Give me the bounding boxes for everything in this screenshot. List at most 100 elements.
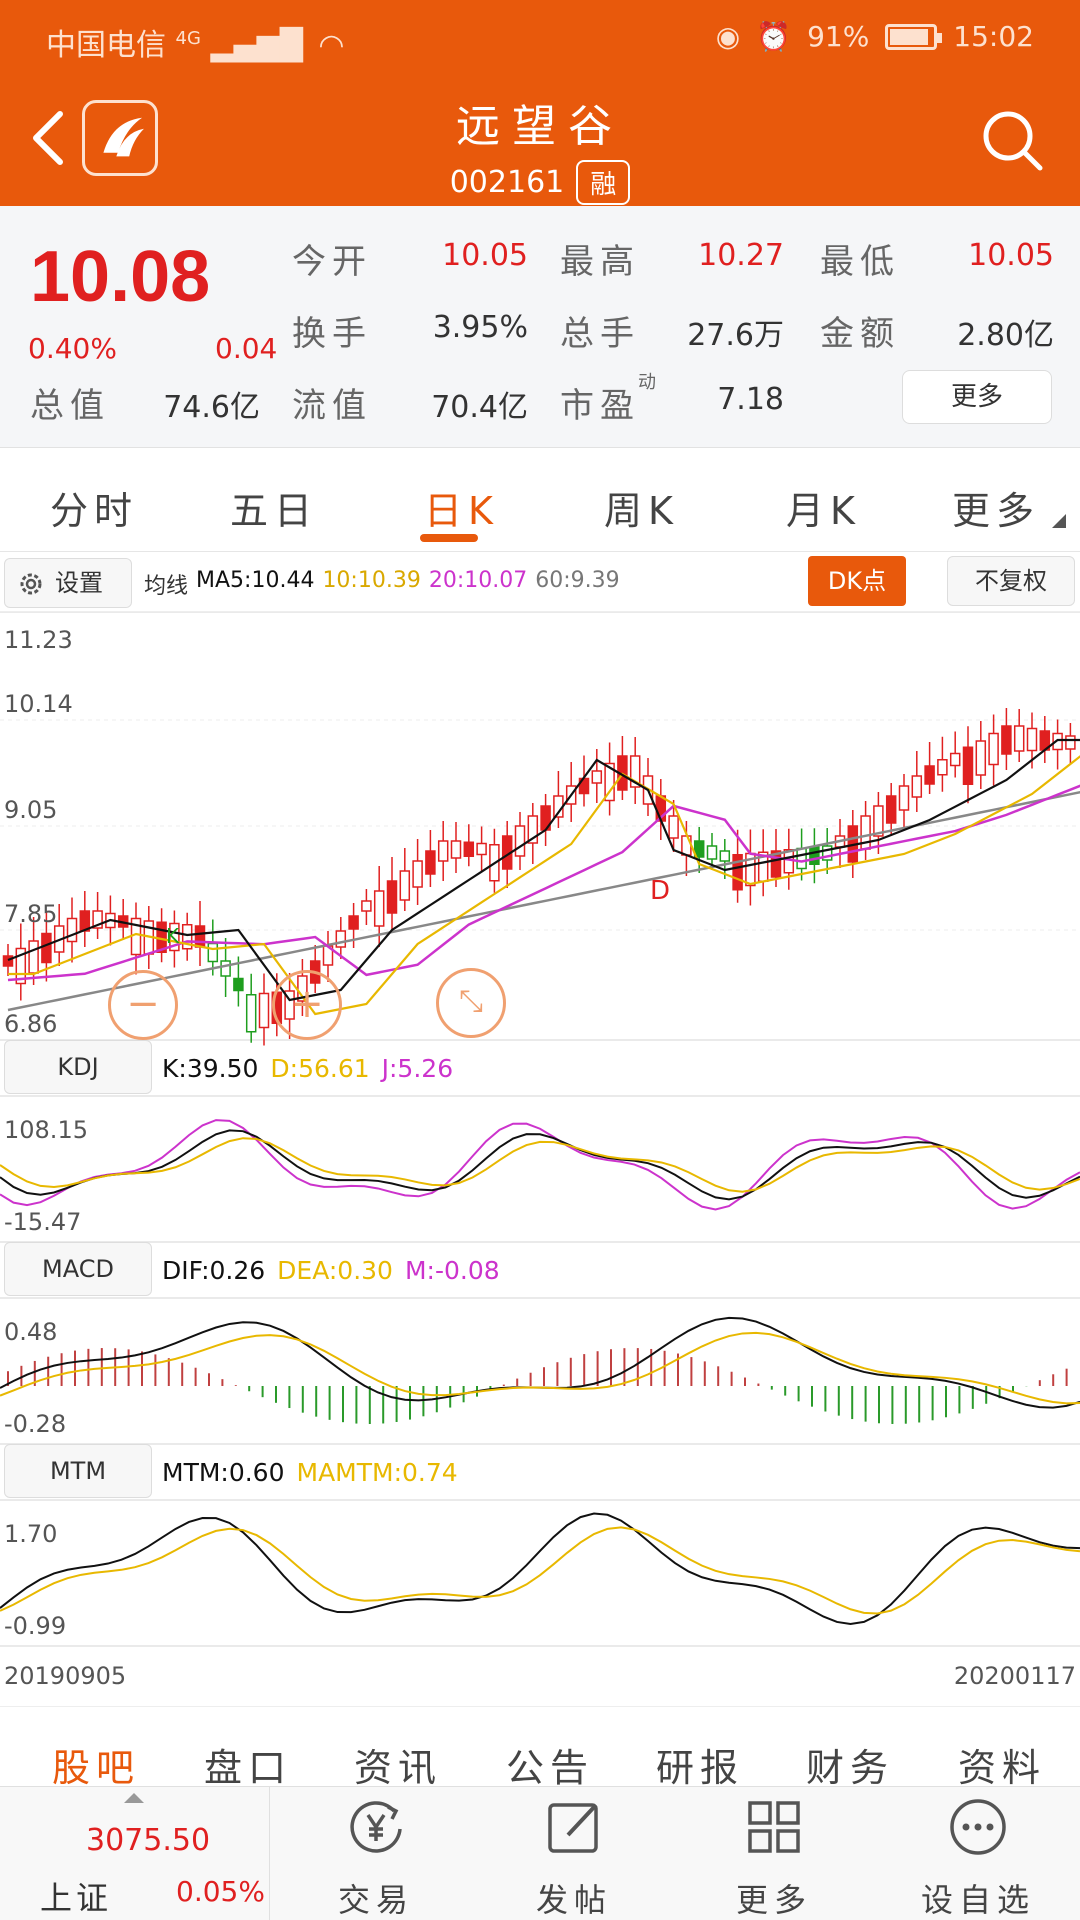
volume-label: 总手 <box>560 314 640 354</box>
candle-body <box>693 840 705 858</box>
tab-finance[interactable]: 财务 <box>806 1746 895 1790</box>
zoom-out-button[interactable]: − <box>108 970 178 1040</box>
float-cap-label: 流值 <box>292 386 372 426</box>
top-bar: 中国电信 4G ▂▄▆█ ◠ ◉ ⏰ 91% 15:02 远望谷 002161 … <box>0 0 1080 206</box>
pe-label: 市盈 <box>560 386 640 426</box>
tab-guba[interactable]: 股吧 <box>52 1746 141 1790</box>
tab-five-day[interactable]: 五日 <box>230 489 319 533</box>
candle-body <box>911 775 923 798</box>
trade-yen-icon <box>350 1801 402 1853</box>
nav-add-watchlist[interactable]: 设自选 <box>898 1787 1058 1920</box>
tab-pankou[interactable]: 盘口 <box>204 1746 293 1790</box>
tab-daily-k[interactable]: 日K <box>424 489 499 533</box>
fullscreen-button[interactable]: ⤡ <box>436 968 506 1038</box>
candle-body <box>476 842 487 856</box>
candle-body <box>361 900 372 912</box>
tab-announcements[interactable]: 公告 <box>506 1746 595 1790</box>
candle-body <box>258 992 270 1029</box>
market-cap-label: 总值 <box>30 386 110 426</box>
tab-news[interactable]: 资讯 <box>354 1746 443 1790</box>
kdj-label-button[interactable]: KDJ <box>4 1040 152 1094</box>
nav-more-label: 更多 <box>735 1881 812 1919</box>
tab-weekly-k[interactable]: 周K <box>604 489 679 533</box>
ma-values: 均线 MA5:10.44 10:10.39 20:10.07 60:9.39 <box>144 568 620 600</box>
ma60-value: 60:9.39 <box>535 568 620 593</box>
stock-code-row: 002161 融 <box>0 160 1080 205</box>
last-price: 10.08 <box>30 237 211 317</box>
tab-profile[interactable]: 资料 <box>958 1746 1047 1790</box>
eye-icon: ◉ <box>715 20 741 53</box>
settings-button[interactable]: 设置 <box>4 558 132 608</box>
chart-settings-row: 设置 均线 MA5:10.44 10:10.39 20:10.07 60:9.3… <box>0 552 1080 612</box>
candle-body <box>821 845 833 861</box>
more-dots-icon <box>950 1799 1006 1855</box>
quote-more-button[interactable]: 更多 <box>902 370 1052 424</box>
mtm-label-button[interactable]: MTM <box>4 1444 152 1498</box>
candle-body <box>373 890 385 927</box>
kdj-d-line <box>0 1137 1080 1193</box>
volume-value: 27.6万 <box>687 318 784 353</box>
candle-body <box>463 841 475 857</box>
kdj-axis-top: 108.15 <box>4 1116 88 1144</box>
nav-post-label: 发帖 <box>535 1881 612 1919</box>
no-adjust-button[interactable]: 不复权 <box>947 556 1075 606</box>
carrier-info: 中国电信 4G ▂▄▆█ ◠ <box>46 20 345 64</box>
stock-name: 远望谷 <box>456 101 624 152</box>
kdj-values: K:39.50 D:56.61 J:5.26 <box>162 1054 453 1083</box>
low-label: 最低 <box>820 242 900 282</box>
candle-body <box>514 825 526 857</box>
expand-up-icon <box>124 1793 144 1803</box>
kdj-j-line <box>0 1119 1080 1211</box>
settings-label: 设置 <box>55 569 103 597</box>
quote-panel: 10.08 0.40% 0.04 今开 10.05 最高 10.27 最低 10… <box>0 206 1080 448</box>
candle-body <box>181 924 193 950</box>
index-ticker[interactable]: 3075.50 上证 0.05% <box>0 1787 270 1920</box>
back-arrow-icon[interactable] <box>28 110 68 166</box>
candle-body <box>770 850 782 878</box>
candle-body <box>937 759 948 776</box>
candle-body <box>706 845 718 860</box>
app-logo-icon[interactable] <box>82 100 158 176</box>
macd-axis-bottom: -0.28 <box>4 1410 67 1438</box>
nav-post[interactable]: 发帖 <box>494 1787 654 1920</box>
macd-dea: DEA:0.30 <box>277 1256 393 1285</box>
status-right: ◉ ⏰ 91% 15:02 <box>716 20 1034 53</box>
candle-body <box>28 940 39 974</box>
price-axis-label: 10.14 <box>4 690 73 718</box>
nav-more[interactable]: 更多 <box>694 1787 854 1920</box>
candle-body <box>220 960 231 977</box>
ma-prefix: 均线 <box>144 574 189 599</box>
price-axis-label: 6.86 <box>4 1010 58 1038</box>
dk-point-button[interactable]: DK点 <box>808 556 906 606</box>
candle-body <box>399 870 411 901</box>
high-value: 10.27 <box>698 238 784 273</box>
alarm-icon: ⏰ <box>756 20 792 53</box>
grid-icon <box>748 1801 800 1853</box>
zoom-in-button[interactable]: + <box>272 970 342 1040</box>
index-name: 上证 <box>40 1879 113 1917</box>
kline-chart-area[interactable] <box>0 612 1080 1702</box>
price-axis-label: 9.05 <box>4 796 58 824</box>
search-icon[interactable] <box>978 106 1046 174</box>
tab-more[interactable]: 更多 <box>952 489 1041 533</box>
candle-body <box>604 762 615 802</box>
nav-add-watchlist-label: 设自选 <box>920 1881 1035 1919</box>
stock-code: 002161 <box>449 165 565 200</box>
candle-body <box>949 752 961 767</box>
candle-body <box>796 847 807 870</box>
nav-trade[interactable]: 交易 <box>296 1787 456 1920</box>
macd-label-button[interactable]: MACD <box>4 1242 152 1296</box>
tab-intraday[interactable]: 分时 <box>50 489 139 533</box>
tab-research[interactable]: 研报 <box>656 1746 745 1790</box>
tab-monthly-k[interactable]: 月K <box>786 489 861 533</box>
bottom-bar: 3075.50 上证 0.05% 交易 发帖 更多 <box>0 1786 1080 1920</box>
float-cap-value: 70.4亿 <box>431 390 528 425</box>
candle-body <box>988 732 999 766</box>
candle-body <box>668 815 679 839</box>
candle-body <box>386 880 398 914</box>
battery-percent: 91% <box>807 20 870 53</box>
mtm-line <box>0 1512 1080 1626</box>
carrier-name: 中国电信 <box>46 28 166 63</box>
candle-body <box>2 955 14 967</box>
candle-body <box>591 770 603 784</box>
